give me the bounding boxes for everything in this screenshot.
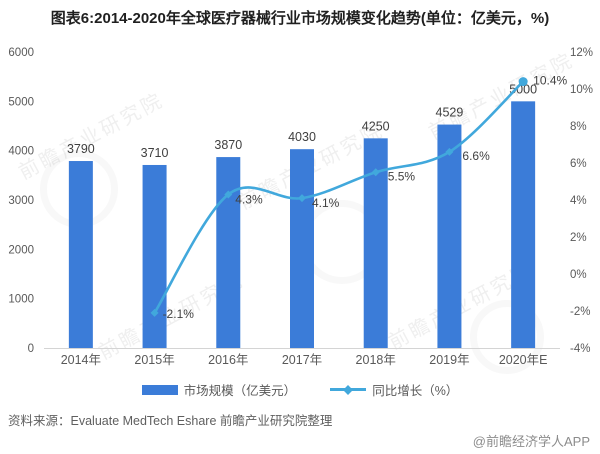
line-marker-diamond-icon <box>150 308 159 317</box>
left-axis-tick: 5000 <box>8 96 34 108</box>
source-note: 资料来源：Evaluate MedTech Eshare 前瞻产业研究院整理 <box>8 414 333 428</box>
line-marker-diamond-icon <box>445 147 454 156</box>
line-point-label: 10.4% <box>533 74 567 88</box>
x-axis-label: 2019年 <box>429 353 469 367</box>
bar-value-label: 4250 <box>362 119 390 133</box>
bar-value-label: 4030 <box>288 130 316 144</box>
line-point-label: 4.1% <box>312 196 340 210</box>
x-axis-label: 2016年 <box>208 353 248 367</box>
x-axis-label: 2018年 <box>356 353 396 367</box>
chart-legend: 市场规模（亿美元） 同比增长（%） <box>0 380 600 399</box>
bar-value-label: 5000 <box>509 82 537 96</box>
x-axis-label: 2015年 <box>134 353 174 367</box>
right-axis-tick: 4% <box>570 195 587 207</box>
bar <box>216 157 241 348</box>
left-axis-tick: 3000 <box>8 195 34 207</box>
right-axis-tick: 2% <box>570 232 587 244</box>
legend-label: 市场规模（亿美元） <box>183 384 297 398</box>
left-axis-tick: 2000 <box>8 244 34 256</box>
bar <box>68 161 93 348</box>
x-axis-label: 2014年 <box>61 353 101 367</box>
line-marker-diamond-icon <box>224 190 233 199</box>
growth-line <box>153 80 525 315</box>
left-axis-tick: 0 <box>28 343 34 355</box>
credit-note: @前瞻经济学人APP <box>472 434 590 449</box>
right-axis-tick: 0% <box>570 269 587 281</box>
line-marker-diamond-icon <box>371 168 380 177</box>
right-axis-tick: 6% <box>570 158 587 170</box>
left-axis-tick: 4000 <box>8 146 34 158</box>
line-point-label: 4.3% <box>235 192 263 206</box>
bar <box>142 164 167 348</box>
line-point-label: -2.1% <box>163 307 195 321</box>
bar-swatch-icon <box>141 384 178 395</box>
x-axis-label: 2017年 <box>282 353 322 367</box>
right-axis-tick: 8% <box>570 121 587 133</box>
line-point-label: 5.5% <box>388 169 416 183</box>
bar-value-label: 3790 <box>67 142 95 156</box>
right-axis-tick: 10% <box>570 84 593 96</box>
right-axis-tick: -4% <box>570 343 590 355</box>
bar <box>290 149 314 348</box>
bar <box>437 124 462 348</box>
bar <box>511 101 536 348</box>
line-marker-dot-icon <box>518 77 528 87</box>
legend-item-market-size: 市场规模（亿美元） <box>141 380 297 399</box>
left-axis-tick: 6000 <box>8 47 34 59</box>
chart-title: 图表6:2014-2020年全球医疗器械行业市场规模变化趋势(单位：亿美元，%) <box>50 10 550 27</box>
left-axis-tick: 1000 <box>8 294 34 306</box>
bar-value-label: 4529 <box>436 106 464 120</box>
bar-value-label: 3870 <box>214 138 242 152</box>
bar-value-label: 3710 <box>141 146 169 160</box>
right-axis-tick: 12% <box>570 47 593 59</box>
legend-label: 同比增长（%） <box>372 384 459 398</box>
line-diamond-swatch-icon <box>330 388 367 391</box>
line-marker-diamond-icon <box>298 194 306 203</box>
x-axis-label: 2020年E <box>499 353 548 367</box>
legend-item-growth: 同比增长（%） <box>330 380 458 399</box>
right-axis-tick: -2% <box>570 306 590 318</box>
line-point-label: 6.6% <box>462 149 490 163</box>
